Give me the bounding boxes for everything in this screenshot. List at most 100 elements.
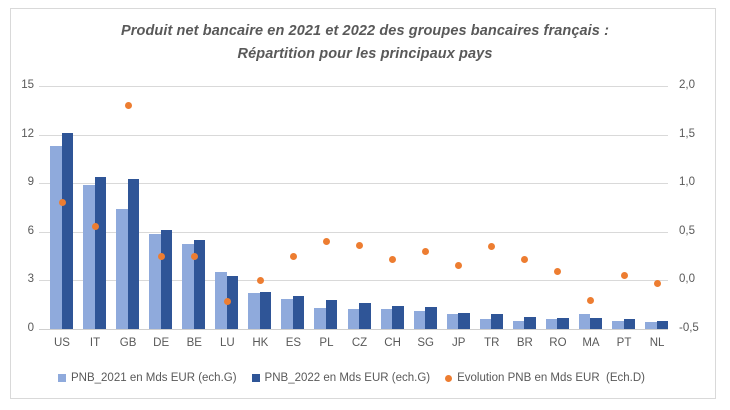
category-label: BR [516,337,533,349]
pnb-2022-bar [61,132,73,329]
legend-label-pnb-2021: PNB_2021 en Mds EUR (ech.G) [71,372,237,384]
pnb-2021-bar [512,320,525,329]
pnb-2022-bar [325,299,338,329]
evolution-dot [587,297,595,305]
category-label: GB [119,337,137,349]
pnb-2021-bar [149,234,161,329]
pnb-2022-bar [656,320,669,329]
legend-item-evolution: Evolution PNB en Mds EUR (Ech.D) [445,372,645,384]
evolution-dot [124,101,132,109]
pnb-2021-bar [50,145,62,329]
evolution-dot [58,199,66,207]
pnb-2021-bar [479,319,492,329]
left-axis-tick-label: 0 [27,322,34,334]
evolution-dot-swatch-icon [445,374,453,382]
pnb-2022-bar [392,305,404,329]
legend-label-evolution: Evolution PNB en Mds EUR (Ech.D) [457,372,645,384]
pnb-2021-bar [182,243,194,329]
pnb-2021-bar [413,311,426,329]
evolution-dot [422,247,430,255]
pnb-2021-bar [545,319,558,329]
pnb-2021-bar [281,299,293,329]
right-axis-tick-label: 1,0 [679,176,695,189]
right-axis-tick-label: 0,5 [679,224,695,237]
pnb-2022-bar [458,312,470,329]
evolution-dot [620,272,628,280]
pnb-2022-bar [590,317,602,329]
right-axis-tick-label: 0,0 [679,273,695,286]
category-label: HK [252,337,269,349]
pnb-2021-bar [645,321,657,329]
pnb-2022-bar [127,179,140,329]
category-label: MA [582,337,600,349]
category-label: LU [219,337,235,349]
category-label: NL [649,337,665,349]
category-label: SG [417,337,434,349]
pnb-2021-bar [347,308,360,329]
category-label: IT [89,337,101,349]
pnb-2022-swatch-icon [251,374,260,382]
evolution-dot [256,276,264,284]
pnb-2022-bar [425,307,437,329]
pnb-2022-bar [226,275,239,329]
category-label: ES [285,337,302,349]
gridline [39,86,668,87]
gridline [39,280,668,282]
right-axis-tick-label: 1,5 [679,127,695,140]
left-axis-tick-label: 6 [27,224,34,237]
pnb-2021-bar [314,307,326,329]
category-label: US [54,337,70,349]
pnb-2021-swatch-icon [58,374,66,382]
chart-title-line2: Répartition pour les principaux pays [237,46,493,62]
evolution-dot [455,262,463,270]
evolution-dot [389,256,397,264]
category-label: PT [616,337,632,349]
category-label: CZ [351,337,368,349]
legend-label-pnb-2022: PNB_2022 en Mds EUR (ech.G) [264,372,431,384]
left-axis-tick-label: 3 [27,273,34,286]
evolution-dot [190,252,198,260]
right-axis-tick-label: -0,5 [679,322,699,334]
evolution-dot [157,252,165,260]
evolution-dot [554,268,562,276]
pnb-2021-bar [83,184,95,329]
pnb-2022-bar [623,319,636,329]
category-label: RO [549,337,567,349]
pnb-2022-bar [524,316,536,329]
evolution-dot [223,298,231,306]
evolution-dot [521,256,529,264]
left-axis-tick-label: 9 [27,176,34,189]
pnb-2022-bar [94,176,107,329]
evolution-dot [289,252,297,260]
pnb-2022-bar [292,295,305,329]
evolution-dot [488,242,496,250]
left-axis-tick-label: 15 [21,79,34,91]
pnb-2021-bar [612,320,624,329]
chart-title-line1: Produit net bancaire en 2021 et 2022 des… [120,23,609,39]
pnb-2021-bar [446,314,459,329]
category-label: TR [484,337,500,349]
pnb-2021-bar [380,308,393,329]
category-label: CH [384,337,401,349]
pnb-2021-bar [116,209,128,329]
right-axis-tick-label: 2,0 [679,79,695,91]
pnb-2022-bar [557,317,569,329]
gridline [39,134,668,136]
category-label: DE [153,337,170,349]
chart-title: Produit net bancaire en 2021 et 2022 des… [30,20,700,66]
evolution-dot [653,279,661,287]
pnb-2021-bar [578,314,591,329]
pnb-2021-bar [248,292,260,329]
evolution-dot [91,223,99,231]
evolution-dot [322,238,330,246]
pnb-2022-bar [359,303,371,329]
pnb-2022-bar [491,313,503,329]
category-label: JP [452,337,466,349]
legend-item-pnb-2021: PNB_2021 en Mds EUR (ech.G) [58,372,237,384]
pnb-2022-bar [160,230,173,329]
gridline [39,231,668,233]
left-axis-tick-label: 12 [21,127,34,140]
category-label: BE [186,337,202,349]
legend-item-pnb-2022: PNB_2022 en Mds EUR (ech.G) [251,372,431,384]
category-label: PL [319,337,334,349]
